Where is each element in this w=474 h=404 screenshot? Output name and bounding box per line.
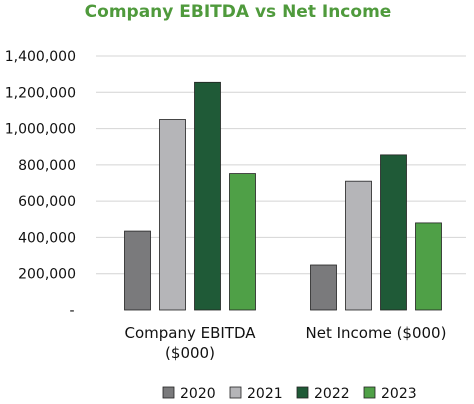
- legend-swatch-2021: [229, 386, 242, 399]
- category-label: Company EBITDA: [124, 324, 256, 342]
- y-tick-label: 600,000: [18, 194, 76, 210]
- legend-swatch-2022: [296, 386, 309, 399]
- y-tick-label: 200,000: [18, 267, 76, 283]
- legend-label-2022: 2022: [314, 386, 350, 402]
- legend: 2020 2021 2022 2023: [162, 386, 417, 402]
- y-tick-label: 1,200,000: [5, 85, 76, 101]
- legend-swatch-2020: [162, 386, 175, 399]
- category-label: Net Income ($000): [306, 324, 447, 342]
- y-tick-label: 1,400,000: [5, 49, 76, 65]
- bar-2023: [415, 222, 442, 311]
- category-labels: Company EBITDA ($000) Net Income ($000): [124, 324, 446, 362]
- legend-label-2020: 2020: [180, 386, 216, 402]
- chart-title: Company EBITDA vs Net Income: [85, 2, 392, 22]
- gridlines: [96, 55, 466, 275]
- bars: [124, 81, 442, 311]
- category-label: ($000): [165, 344, 215, 362]
- bar-2022: [380, 154, 407, 311]
- legend-swatch-2023: [363, 386, 376, 399]
- bar-2023: [229, 173, 256, 311]
- bar-2021: [159, 119, 186, 311]
- legend-label-2023: 2023: [381, 386, 417, 402]
- y-tick-label: 1,000,000: [5, 122, 76, 138]
- y-tick-label: -: [69, 303, 74, 319]
- y-tick-label: 400,000: [18, 230, 76, 246]
- bar-2021: [345, 180, 372, 311]
- y-tick-label: 800,000: [18, 158, 76, 174]
- bar-2022: [194, 81, 221, 311]
- legend-label-2021: 2021: [247, 386, 283, 402]
- bar-2020: [124, 230, 151, 311]
- y-axis-tick-labels: - 200,000 400,000 600,000 800,000 1,000,000 1,…: [5, 49, 76, 319]
- bar-2020: [310, 264, 337, 311]
